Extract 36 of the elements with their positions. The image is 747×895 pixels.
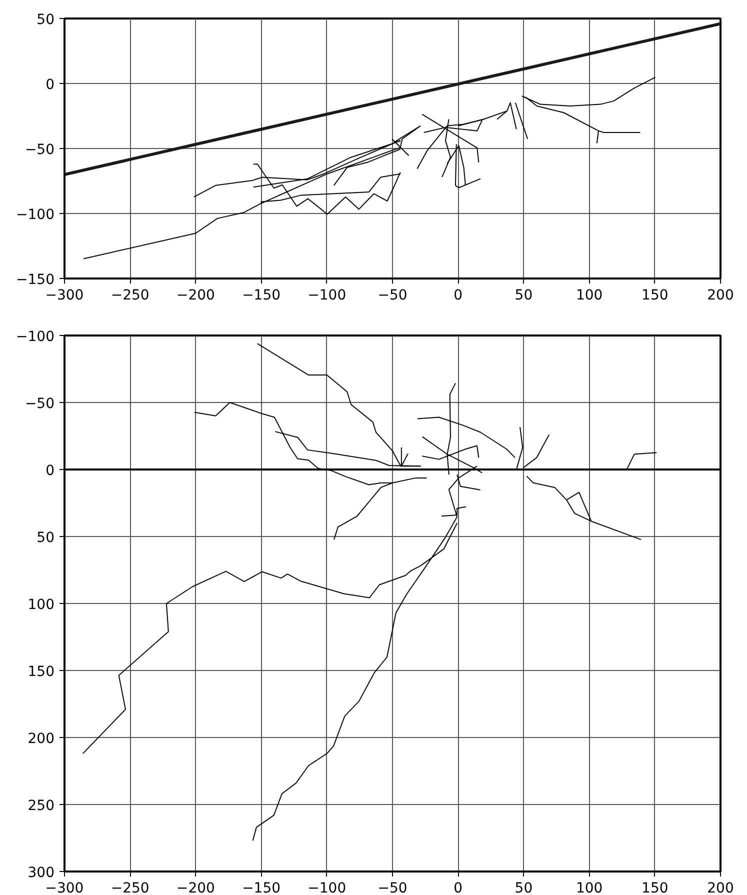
- y-tick-label: −100: [16, 329, 54, 345]
- y-tick-label: 250: [28, 798, 55, 814]
- x-tick-label: −200: [176, 288, 215, 304]
- x-tick-label: 50: [514, 880, 533, 895]
- x-tick-label: 50: [514, 288, 533, 304]
- y-tick-label: 50: [36, 12, 55, 28]
- y-tick-label: 200: [28, 731, 55, 747]
- x-tick-label: 200: [707, 880, 734, 895]
- x-tick-label: 0: [454, 288, 463, 304]
- x-tick-label: −150: [242, 880, 281, 895]
- x-tick-label: −300: [45, 880, 84, 895]
- x-tick-label: −200: [176, 880, 215, 895]
- y-tick-label: −100: [16, 207, 54, 223]
- x-tick-label: 100: [576, 288, 603, 304]
- y-tick-label: 100: [28, 597, 55, 613]
- y-tick-label: −50: [24, 396, 54, 412]
- x-tick-label: −50: [378, 288, 408, 304]
- x-tick-label: −250: [110, 880, 150, 895]
- y-tick-label: 0: [46, 77, 55, 93]
- y-tick-label: 150: [28, 664, 55, 680]
- y-tick-label: 300: [28, 865, 55, 881]
- y-tick-label: 0: [46, 463, 55, 479]
- x-tick-label: −150: [242, 288, 281, 304]
- y-tick-label: −50: [24, 142, 54, 158]
- x-tick-label: −100: [308, 288, 346, 304]
- x-tick-label: 150: [642, 288, 668, 304]
- y-tick-label: −150: [16, 272, 54, 288]
- x-tick-label: 200: [707, 288, 734, 304]
- y-tick-label: 50: [36, 530, 55, 546]
- x-tick-label: 100: [576, 880, 603, 895]
- x-tick-label: 150: [642, 880, 668, 895]
- x-tick-label: −250: [110, 288, 150, 304]
- x-tick-label: −100: [308, 880, 346, 895]
- x-tick-label: 0: [454, 880, 463, 895]
- x-tick-label: −50: [378, 880, 408, 895]
- x-tick-label: −300: [45, 288, 84, 304]
